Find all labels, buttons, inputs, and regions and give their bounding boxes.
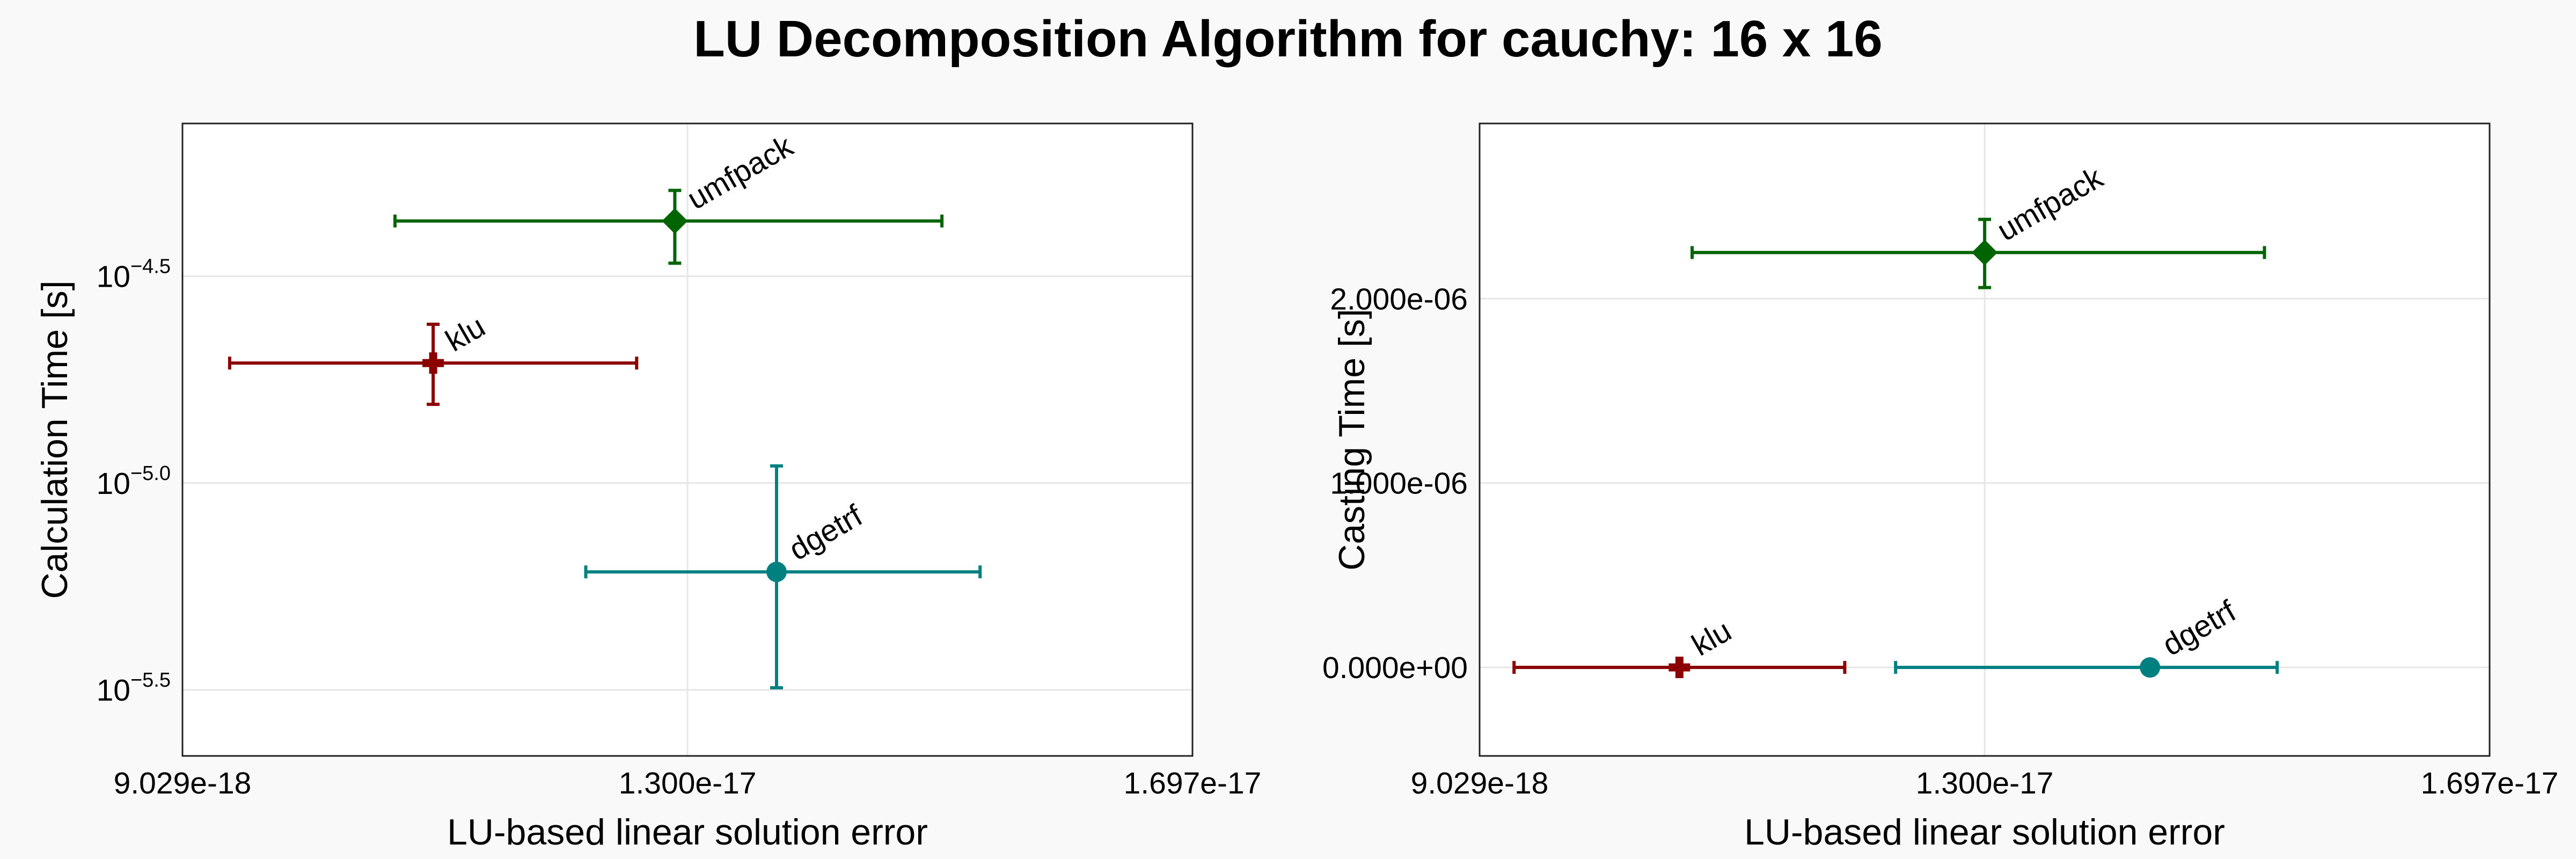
plot-frame: [181, 122, 1194, 757]
x-tick-label: 9.029e-18: [114, 766, 252, 800]
y-tick-label: 1.000e-06: [1330, 467, 1468, 501]
data-point: [2140, 657, 2161, 678]
figure-title: LU Decomposition Algorithm for cauchy: 1…: [693, 10, 1883, 68]
y-axis-label: Casting Time [s]: [1331, 309, 1372, 571]
plot-frame: [1479, 122, 2491, 757]
x-axis-label: LU-based linear solution error: [447, 812, 928, 853]
y-tick-label: 10−5.0: [97, 462, 171, 501]
x-tick-label: 1.300e-17: [619, 766, 757, 800]
data-point: [1668, 657, 1690, 679]
x-axis-label: LU-based linear solution error: [1744, 812, 2225, 853]
x-tick-label: 1.697e-17: [2421, 766, 2559, 800]
y-tick-label: 10−5.5: [97, 669, 171, 708]
data-point: [766, 562, 787, 583]
chart-panel-2: 9.029e-18 1.300e-17 1.697e-17 2.000e-06 1.00…: [1322, 122, 2559, 853]
chart-panel-1: 9.029e-18 1.300e-17 1.697e-17 10−4.5 10−5.0 1…: [34, 122, 1262, 853]
data-point: [422, 352, 444, 374]
y-tick-label: 10−4.5: [97, 256, 171, 294]
data-point: [662, 208, 688, 234]
x-tick-label: 1.300e-17: [1916, 766, 2054, 800]
data-point: [1972, 239, 1998, 266]
y-tick-label: 0.000e+00: [1322, 651, 1468, 685]
y-tick-label: 2.000e-06: [1330, 282, 1468, 316]
y-axis-label: Calculation Time [s]: [34, 280, 75, 599]
x-tick-label: 9.029e-18: [1411, 766, 1549, 800]
x-tick-label: 1.697e-17: [1124, 766, 1262, 800]
